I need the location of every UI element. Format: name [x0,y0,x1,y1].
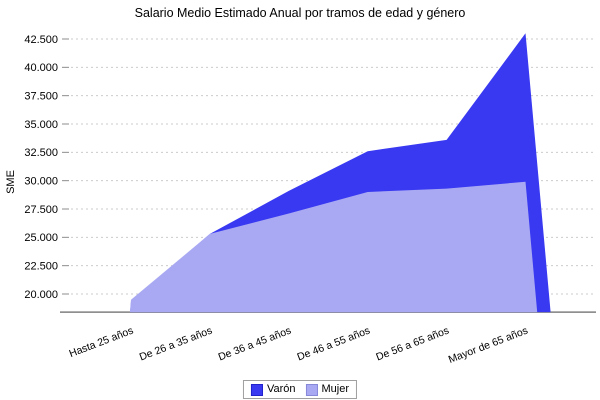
legend-swatch-varon-icon [250,383,263,396]
y-axis-title: SME [5,170,17,194]
y-tick-label: 27.500 [24,204,58,216]
x-tick-label: De 26 a 35 años [138,325,214,364]
legend: Varón Mujer [242,380,358,399]
y-tick-label: 20.000 [24,289,58,301]
x-tick-label: De 46 a 55 años [296,325,372,364]
y-tick-label: 22.500 [24,260,58,272]
legend-swatch-mujer-icon [305,383,318,396]
legend-item-varon: Varón [250,383,296,396]
x-tick-label: De 36 a 45 años [217,325,293,364]
x-tick-label: Mayor de 65 años [447,325,530,366]
legend-label-varon: Varón [266,383,296,395]
x-tick-label: Hasta 25 años [68,325,136,360]
y-tick-label: 32.500 [24,147,58,159]
y-tick-label: 30.000 [24,175,58,187]
legend-item-mujer: Mujer [305,383,350,396]
legend-label-mujer: Mujer [321,383,350,395]
y-tick-label: 40.000 [24,62,58,74]
y-tick-label: 35.000 [24,119,58,131]
y-tick-label: 42.500 [24,34,58,46]
y-tick-label: 25.000 [24,232,58,244]
y-tick-label: 37.500 [24,90,58,102]
area-mujer [129,181,538,313]
chart-title: Salario Medio Estimado Anual por tramos … [134,6,466,20]
x-tick-label: De 56 a 65 años [374,325,450,364]
